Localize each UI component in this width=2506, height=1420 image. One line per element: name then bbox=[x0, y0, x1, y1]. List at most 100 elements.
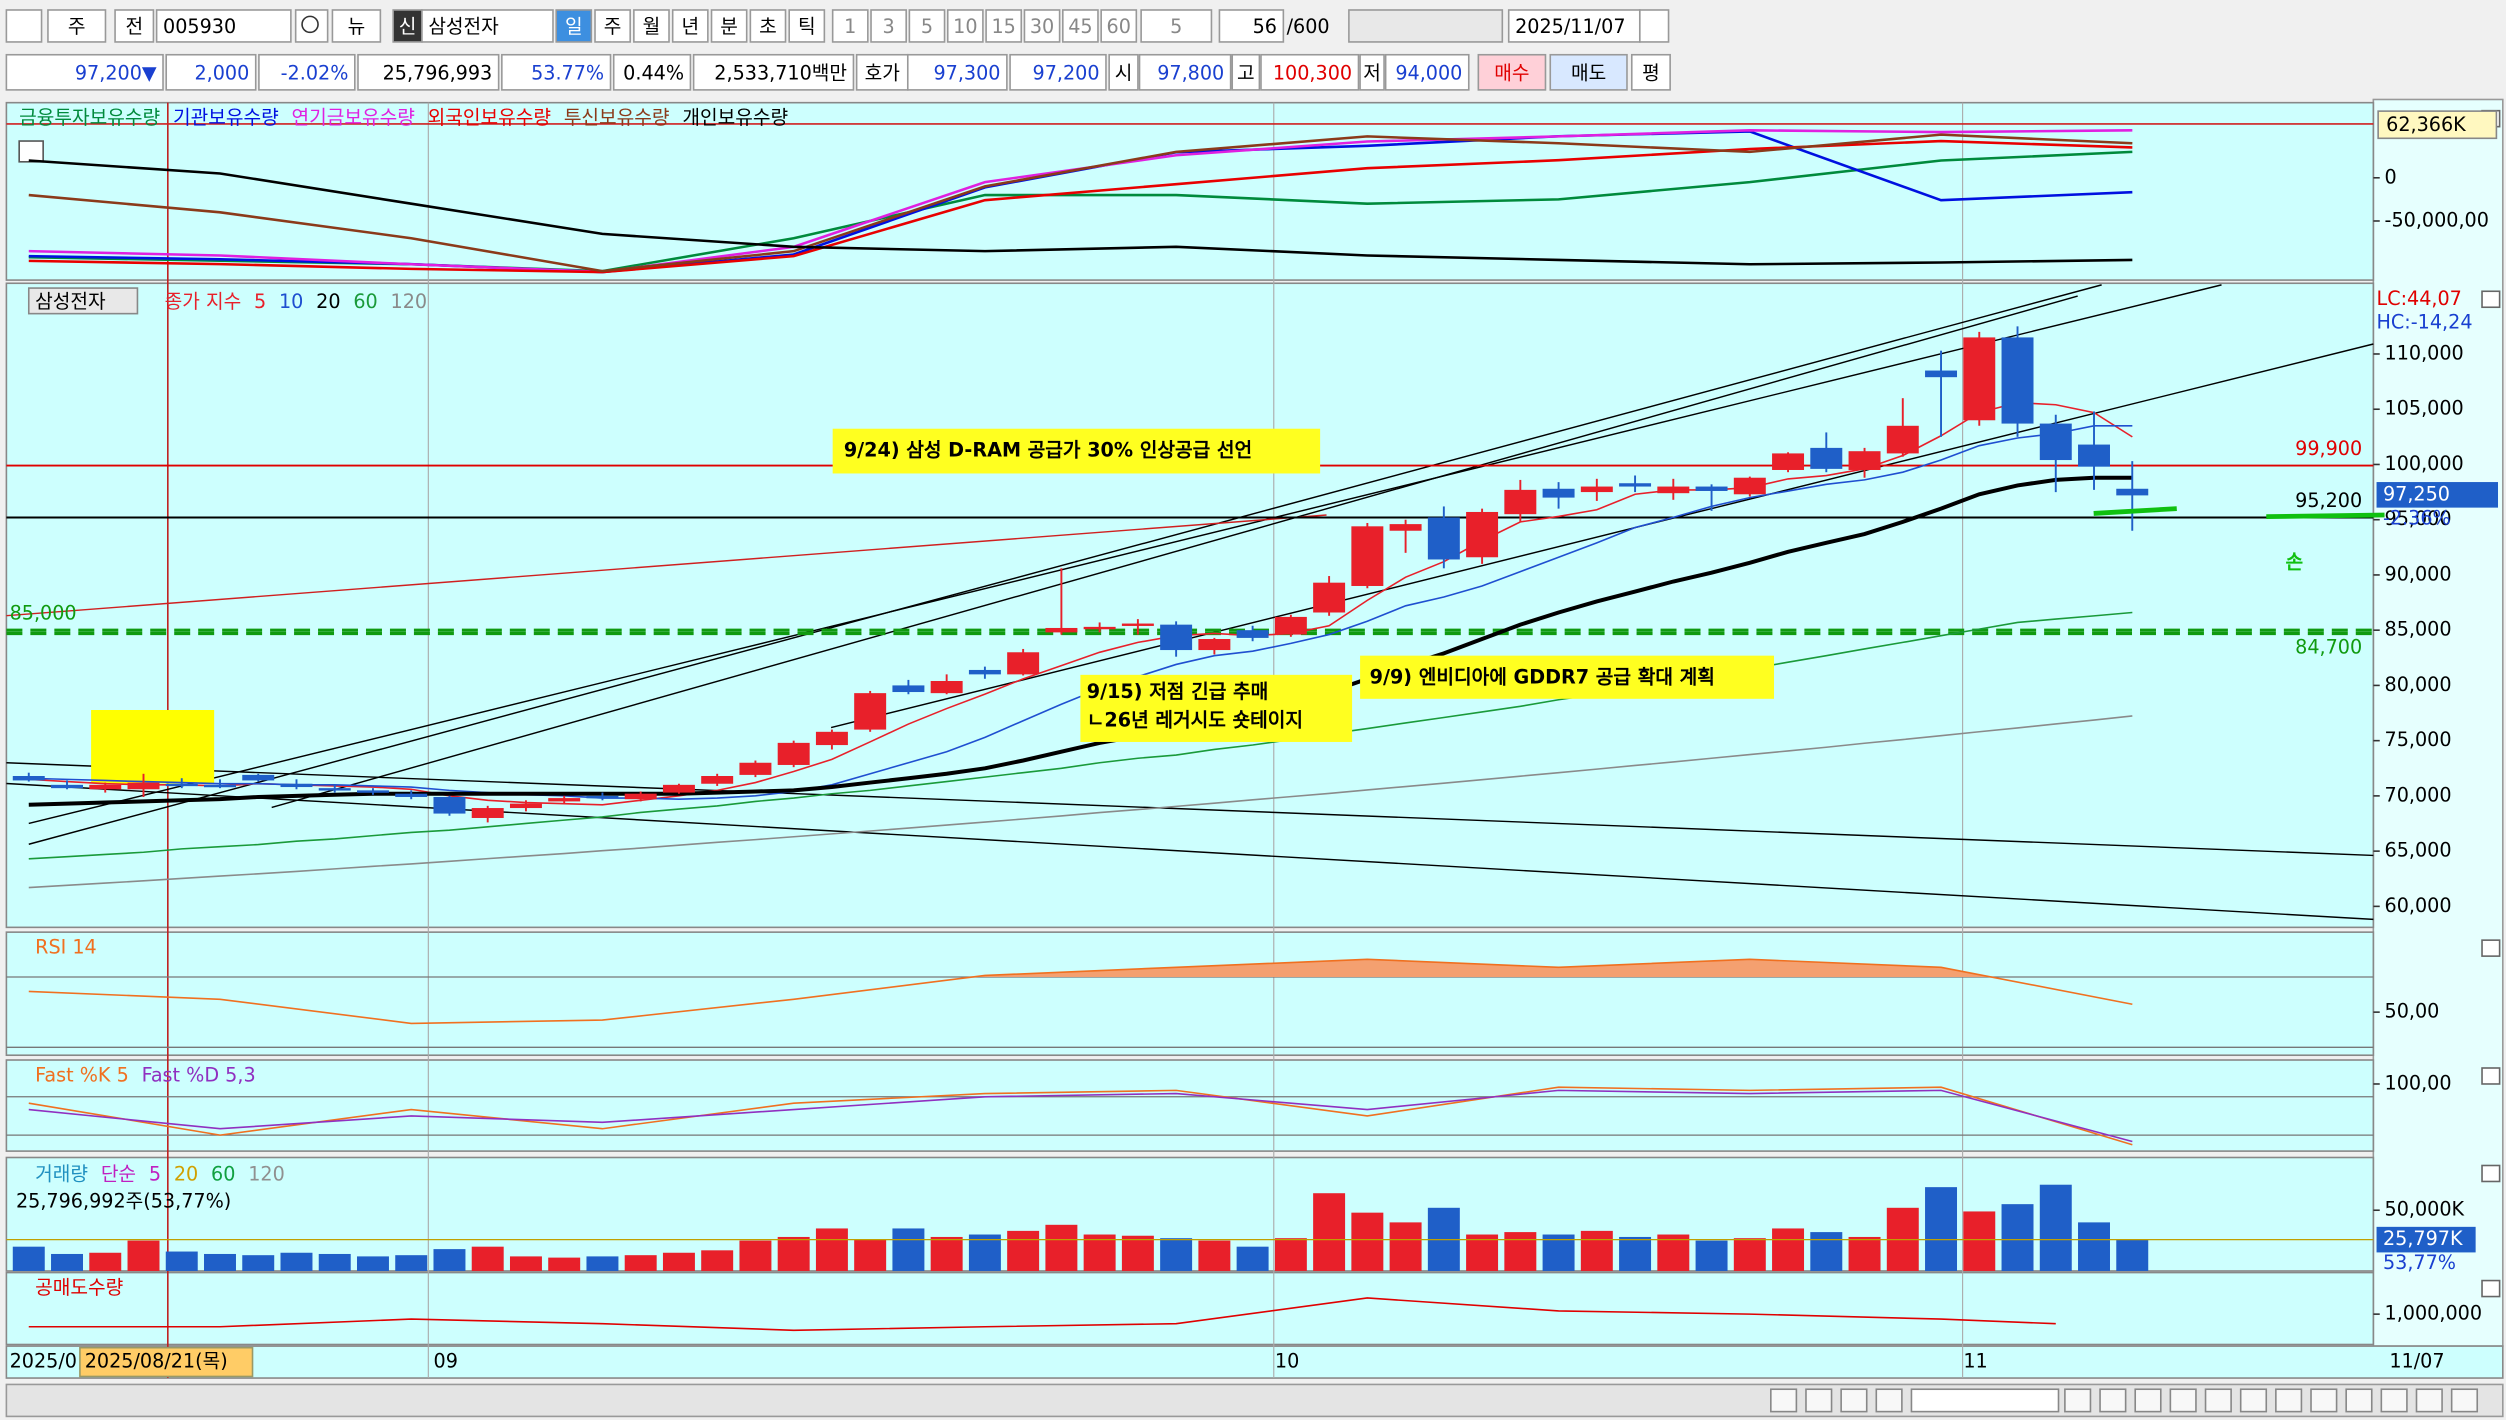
legend-item: 기관보유수량 bbox=[173, 106, 279, 129]
minute-button[interactable] bbox=[831, 9, 869, 43]
quote-field[interactable] bbox=[1009, 53, 1107, 91]
market-select[interactable] bbox=[47, 9, 107, 43]
series-line bbox=[28, 958, 2133, 1025]
scroll-tool[interactable] bbox=[2380, 1388, 2408, 1413]
search-button[interactable] bbox=[294, 9, 329, 43]
quote-field-text: 97,200 bbox=[1033, 61, 1100, 84]
scroll-tool[interactable] bbox=[1840, 1388, 1868, 1413]
scrollbar[interactable] bbox=[5, 1383, 2504, 1418]
period-button[interactable] bbox=[788, 9, 826, 43]
scroll-tool[interactable] bbox=[2204, 1388, 2232, 1413]
unit-select[interactable] bbox=[1140, 9, 1213, 43]
quote-field[interactable] bbox=[1260, 53, 1360, 91]
legend-item: 60 bbox=[211, 1163, 235, 1186]
sell-button[interactable] bbox=[1549, 53, 1628, 91]
avg-button[interactable] bbox=[1630, 53, 1671, 91]
scroll-tool[interactable] bbox=[2310, 1388, 2338, 1413]
period-button[interactable] bbox=[633, 9, 670, 43]
mode-select[interactable] bbox=[114, 9, 155, 43]
date-input[interactable] bbox=[1507, 9, 1641, 43]
volume-bar bbox=[395, 1255, 428, 1271]
annotation: ㄴ26년 레거시도 숏테이지 bbox=[1087, 709, 1303, 732]
volume-bar bbox=[1198, 1240, 1231, 1271]
volume-bar bbox=[1466, 1234, 1499, 1271]
quote-field[interactable] bbox=[1231, 53, 1261, 91]
scroll-tool[interactable] bbox=[2134, 1388, 2162, 1413]
scroll-tool[interactable] bbox=[1875, 1388, 1903, 1413]
scroll-tool[interactable] bbox=[2169, 1388, 2197, 1413]
quote-field[interactable] bbox=[1138, 53, 1232, 91]
series-line bbox=[28, 159, 2133, 266]
panel-close[interactable] bbox=[2481, 290, 2501, 309]
candle-body bbox=[662, 784, 695, 793]
minute-button[interactable] bbox=[1062, 9, 1099, 43]
tool-icons[interactable] bbox=[1348, 9, 1504, 43]
candle-body bbox=[1810, 447, 1843, 469]
candle-body bbox=[1236, 630, 1269, 638]
period-button[interactable] bbox=[749, 9, 787, 43]
scroll-tool[interactable] bbox=[1805, 1388, 1833, 1413]
candle-body bbox=[624, 793, 657, 800]
scroll-tool[interactable] bbox=[1770, 1388, 1798, 1413]
panel-icon[interactable] bbox=[18, 140, 44, 163]
code-input[interactable] bbox=[155, 9, 292, 43]
legend-item: 20 bbox=[316, 290, 340, 313]
stock-name-text: 삼성전자 bbox=[428, 15, 499, 38]
volume-bar bbox=[1848, 1236, 1881, 1271]
hand-note: 손 bbox=[2285, 550, 2303, 573]
annotation-box bbox=[1080, 674, 1353, 742]
quote-field[interactable] bbox=[501, 53, 612, 91]
stock-name[interactable] bbox=[421, 9, 554, 43]
y-tick-label: 65,000 bbox=[2385, 839, 2452, 862]
scroll-tool[interactable] bbox=[2275, 1388, 2303, 1413]
quote-field[interactable] bbox=[357, 53, 500, 91]
panel-close[interactable] bbox=[2481, 939, 2501, 957]
candle-body bbox=[1504, 489, 1537, 515]
quote-field[interactable] bbox=[165, 53, 257, 91]
panel-close[interactable] bbox=[2481, 1279, 2501, 1298]
minute-button[interactable] bbox=[908, 9, 946, 43]
period-button[interactable] bbox=[555, 9, 593, 43]
news-button[interactable] bbox=[331, 9, 382, 43]
scroll-tool[interactable] bbox=[2345, 1388, 2373, 1413]
quote-field[interactable] bbox=[1108, 53, 1139, 91]
volume-bar bbox=[2039, 1184, 2072, 1271]
calendar-button[interactable] bbox=[1638, 9, 1670, 43]
menu-icon[interactable] bbox=[5, 9, 43, 43]
minute-button[interactable] bbox=[946, 9, 984, 43]
scroll-track[interactable] bbox=[1910, 1388, 2060, 1413]
volume-bar bbox=[739, 1240, 772, 1271]
scroll-tool[interactable] bbox=[2064, 1388, 2092, 1413]
minute-button[interactable] bbox=[1100, 9, 1138, 43]
minute-button[interactable] bbox=[985, 9, 1023, 43]
period-button[interactable] bbox=[594, 9, 631, 43]
annotation-box bbox=[832, 428, 1321, 474]
level-label: 85,000 bbox=[10, 602, 77, 625]
candle-body bbox=[1886, 425, 1919, 454]
panel bbox=[5, 1271, 2375, 1346]
panel-close[interactable] bbox=[2481, 1164, 2501, 1183]
period-button[interactable] bbox=[710, 9, 748, 43]
quote-field[interactable] bbox=[258, 53, 356, 91]
quote-field[interactable] bbox=[692, 53, 855, 91]
quote-field[interactable] bbox=[1384, 53, 1470, 91]
count-input[interactable] bbox=[1218, 9, 1285, 43]
buy-button[interactable] bbox=[1477, 53, 1547, 91]
scroll-tool[interactable] bbox=[2099, 1388, 2127, 1413]
quote-field[interactable] bbox=[5, 53, 164, 91]
series-line bbox=[28, 1297, 2056, 1332]
panel-close[interactable] bbox=[2481, 1067, 2501, 1085]
scroll-tool[interactable] bbox=[2450, 1388, 2479, 1413]
panel bbox=[5, 931, 2375, 1057]
quote-field-text: 호가 bbox=[865, 61, 901, 84]
minute-button[interactable] bbox=[870, 9, 907, 43]
moving-average bbox=[28, 611, 2133, 860]
scroll-tool[interactable] bbox=[2415, 1388, 2443, 1413]
quote-field[interactable] bbox=[906, 53, 1008, 91]
legend-name: 삼성전자 bbox=[35, 290, 106, 313]
quote-field[interactable] bbox=[612, 53, 692, 91]
minute-button[interactable] bbox=[1023, 9, 1061, 43]
quote-field[interactable] bbox=[1359, 53, 1385, 91]
scroll-tool[interactable] bbox=[2239, 1388, 2268, 1413]
period-button[interactable] bbox=[671, 9, 709, 43]
